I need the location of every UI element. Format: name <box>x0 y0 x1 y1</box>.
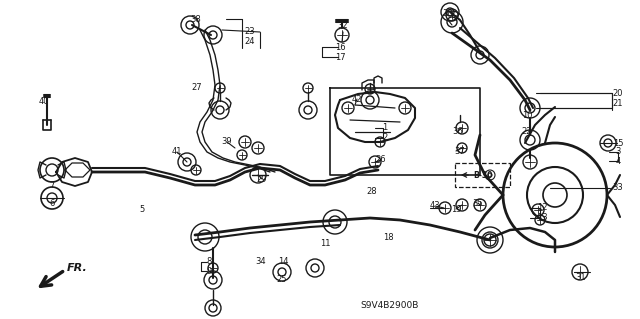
Text: 1: 1 <box>382 123 388 132</box>
Text: 28: 28 <box>367 187 378 196</box>
Text: 38: 38 <box>191 14 202 24</box>
Text: 19: 19 <box>451 204 461 213</box>
Text: 3: 3 <box>615 147 621 157</box>
Text: 15: 15 <box>612 138 623 147</box>
Text: 33: 33 <box>612 183 623 192</box>
Text: 14: 14 <box>278 256 288 265</box>
Text: 23: 23 <box>244 27 255 36</box>
Text: 42: 42 <box>352 94 362 103</box>
Text: 7: 7 <box>49 181 54 189</box>
Text: 37: 37 <box>454 146 465 155</box>
Text: 18: 18 <box>383 234 394 242</box>
Bar <box>455 163 510 187</box>
Text: 36: 36 <box>452 127 463 136</box>
Text: 32: 32 <box>338 21 348 31</box>
Text: 6: 6 <box>49 199 54 209</box>
Text: 41: 41 <box>172 147 182 157</box>
Text: 20: 20 <box>612 88 623 98</box>
Text: 4: 4 <box>616 157 621 166</box>
Text: 35: 35 <box>473 198 483 207</box>
Text: 8: 8 <box>206 257 212 266</box>
Text: 27: 27 <box>192 84 202 93</box>
Text: 9: 9 <box>206 266 212 276</box>
Text: 25: 25 <box>276 276 287 285</box>
Text: 12: 12 <box>537 204 547 212</box>
Text: 30: 30 <box>443 10 453 19</box>
Text: 2: 2 <box>382 133 388 143</box>
Text: 13: 13 <box>537 213 547 222</box>
Text: B-30: B-30 <box>473 170 492 180</box>
Text: 17: 17 <box>335 53 346 62</box>
Text: 24: 24 <box>244 38 255 47</box>
Text: 26: 26 <box>376 155 387 165</box>
Text: S9V4B2900B: S9V4B2900B <box>361 301 419 310</box>
Text: FR.: FR. <box>67 263 88 273</box>
Text: 10: 10 <box>522 110 532 120</box>
Text: 31: 31 <box>576 273 586 283</box>
Text: 29: 29 <box>257 174 268 183</box>
Text: 21: 21 <box>612 99 623 108</box>
Text: 11: 11 <box>320 240 330 249</box>
Text: 16: 16 <box>335 42 346 51</box>
Text: 40: 40 <box>39 98 49 107</box>
Text: 43: 43 <box>429 202 440 211</box>
Text: 22: 22 <box>522 127 532 136</box>
Text: 5: 5 <box>140 205 145 214</box>
Text: 34: 34 <box>256 256 266 265</box>
Text: 39: 39 <box>221 137 232 146</box>
